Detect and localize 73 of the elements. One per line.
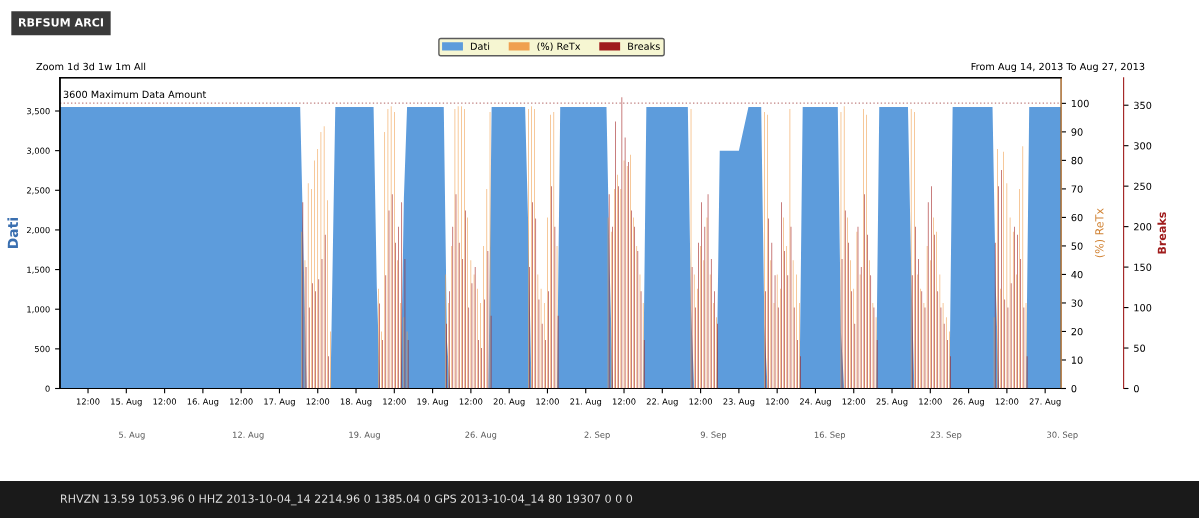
x-tick-label: 12:00 — [612, 398, 636, 405]
y2-tick-label: 100 — [1071, 99, 1089, 108]
x-tick-label: 20. Aug — [493, 398, 525, 407]
y3-tick-label: 250 — [1134, 182, 1152, 190]
x-tick-label: 12:00 — [153, 398, 177, 405]
x-tick-label: 12:00 — [76, 398, 100, 405]
y-axis-title: Dati — [7, 218, 19, 248]
x-tick-label: 12:00 — [919, 398, 942, 405]
y-tick-label: 2,000 — [26, 226, 50, 235]
y3-tick-label: 300 — [1134, 142, 1152, 150]
x-tick-label: 12:00 — [459, 398, 483, 405]
y2-tick-label: 0 — [1071, 384, 1077, 393]
x-tick-label: 15. Aug — [111, 398, 142, 407]
y-tick-label: 0 — [45, 385, 50, 392]
y3-tick-label: 350 — [1134, 101, 1152, 110]
x-tick-label: 12:00 — [842, 398, 866, 405]
y3-tick-label: 100 — [1134, 304, 1152, 312]
text: 26. Aug — [465, 431, 497, 440]
y-tick-label: 3,000 — [27, 147, 50, 155]
chart-title: RBFSUM ARCI — [19, 18, 103, 27]
x-tick-label: 12:00 — [995, 398, 1019, 405]
x-tick-label: 25. Aug — [876, 398, 908, 407]
x-tick-label: 17. Aug — [264, 398, 295, 407]
text: 23. Sep — [930, 431, 962, 440]
text: 2. Sep — [584, 431, 610, 440]
text: 5. Aug — [119, 431, 145, 440]
y2-tick-label: 50 — [1071, 242, 1083, 250]
text: 30. Sep — [1047, 431, 1078, 440]
y2-tick-label: 10 — [1071, 356, 1083, 364]
x-tick-label: 16. Aug — [187, 398, 219, 407]
x-tick-label: 27. Aug — [1029, 398, 1061, 407]
text: From Aug 14, 2013 To Aug 27, 2013 — [971, 62, 1145, 73]
y3-tick-label: 50 — [1134, 344, 1146, 352]
y3-tick-label: 150 — [1134, 263, 1152, 271]
legend-label: Dati — [470, 42, 490, 50]
y3-tick-label: 0 — [1133, 384, 1139, 393]
text: Zoom 1d 3d 1w 1m All — [36, 62, 146, 71]
x-tick-label: 21. Aug — [570, 398, 602, 407]
x-tick-label: 12:00 — [383, 398, 406, 405]
y-tick-label: 3,500 — [27, 107, 50, 116]
y-tick-label: 1,000 — [27, 306, 50, 314]
x-tick-label: 18. Aug — [340, 398, 372, 407]
text: 9. Sep — [700, 431, 727, 440]
text: 16. Sep — [814, 431, 846, 440]
y-tick-label: 500 — [34, 345, 50, 353]
ref-line-label: 3600 Maximum Data Amount — [63, 90, 207, 99]
y2-axis-title: (%) ReTx — [1094, 208, 1105, 258]
y-tick-label: 1,500 — [27, 266, 50, 274]
x-tick-label: 19. Aug — [417, 398, 448, 407]
y-tick-label: 2,500 — [26, 187, 50, 195]
x-tick-label: 12:00 — [536, 398, 559, 405]
y2-tick-label: 60 — [1071, 213, 1083, 222]
x-tick-label: 12:00 — [230, 398, 253, 405]
x-tick-label: 12:00 — [766, 398, 789, 405]
legend-label: Breaks — [628, 42, 660, 50]
y2-tick-label: 90 — [1071, 128, 1083, 136]
text: 12. Aug — [233, 431, 264, 440]
x-tick-label: 22. Aug — [646, 398, 678, 407]
x-tick-label: 12:00 — [306, 398, 330, 405]
y2-tick-label: 20 — [1071, 327, 1083, 336]
legend-label: (%) ReTx — [537, 42, 581, 52]
y3-tick-label: 200 — [1134, 223, 1152, 231]
text: 19. Aug — [349, 431, 380, 440]
x-tick-label: 26. Aug — [953, 398, 984, 407]
y2-tick-label: 70 — [1071, 185, 1083, 193]
y2-tick-label: 80 — [1071, 156, 1083, 165]
y3-axis-title: Breaks — [1157, 212, 1167, 254]
y2-tick-label: 40 — [1071, 270, 1083, 279]
x-tick-label: 12:00 — [689, 398, 713, 405]
x-tick-label: 23. Aug — [723, 398, 755, 407]
text: RHVZN 13.59 1053.96 0 HHZ 2013-10-04_14 2214.96 0 1385.04 0 GPS 2013-10-04_14 80 19307 0 0 0 — [61, 494, 633, 506]
x-tick-label: 24. Aug — [799, 398, 831, 407]
y2-tick-label: 30 — [1071, 299, 1083, 307]
